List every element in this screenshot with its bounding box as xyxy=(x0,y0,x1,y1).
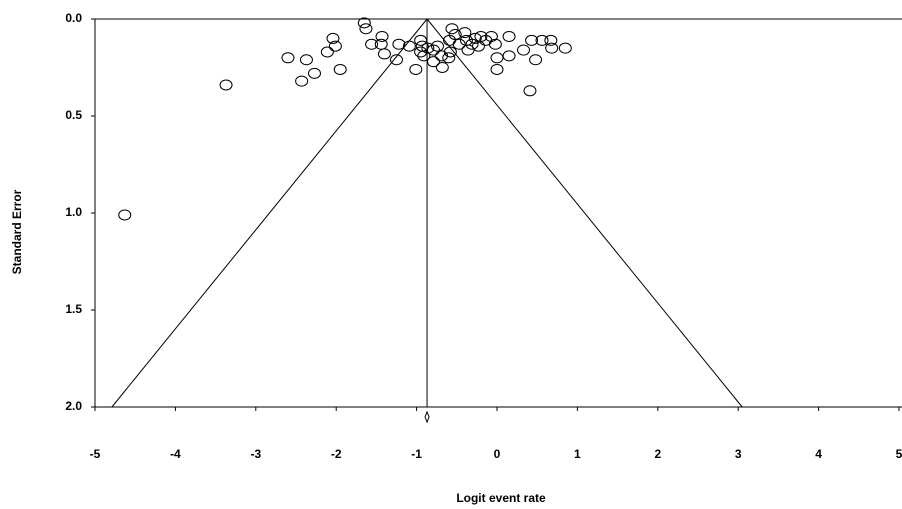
point xyxy=(426,44,440,56)
x-tick-label: 1 xyxy=(574,447,581,461)
x-tick-label: -4 xyxy=(170,447,181,461)
point xyxy=(458,27,472,39)
point xyxy=(392,38,406,50)
point xyxy=(374,38,388,50)
point xyxy=(431,40,445,52)
point xyxy=(390,54,403,66)
x-tick-label: 0 xyxy=(494,447,501,461)
point xyxy=(448,29,462,41)
point xyxy=(365,38,379,50)
point xyxy=(118,209,132,221)
point xyxy=(328,40,342,52)
point xyxy=(488,38,502,50)
x-tick-label: -2 xyxy=(331,447,342,461)
point xyxy=(465,38,479,50)
point xyxy=(474,30,488,42)
point xyxy=(359,23,373,35)
y-tick-label: 2.0 xyxy=(65,399,82,413)
funnel-left xyxy=(111,18,428,408)
point xyxy=(502,30,516,42)
x-tick-label: -5 xyxy=(90,447,101,461)
point xyxy=(333,63,347,75)
point xyxy=(535,34,549,46)
summary-diamond xyxy=(424,410,430,424)
funnel-right xyxy=(426,18,743,408)
x-tick-label: -1 xyxy=(411,447,422,461)
point xyxy=(468,32,482,44)
point xyxy=(219,79,233,91)
point xyxy=(414,34,428,46)
point xyxy=(558,42,572,54)
point xyxy=(490,63,504,75)
point xyxy=(320,46,334,58)
point xyxy=(307,67,321,79)
x-tick-label: -3 xyxy=(250,447,261,461)
point xyxy=(375,30,389,42)
point xyxy=(523,85,537,97)
point xyxy=(426,56,440,68)
point xyxy=(435,62,449,73)
y-tick-label: 0.5 xyxy=(65,108,82,122)
point xyxy=(295,75,309,87)
point xyxy=(326,32,340,44)
point xyxy=(544,34,558,46)
point xyxy=(517,44,531,56)
point xyxy=(377,48,391,60)
y-tick-label: 1.0 xyxy=(65,205,82,219)
x-axis-title: Logit event rate xyxy=(456,491,546,505)
x-tick-label: 2 xyxy=(654,447,661,461)
point xyxy=(525,34,539,46)
point xyxy=(409,63,423,75)
point xyxy=(484,30,498,42)
point xyxy=(445,23,459,35)
y-tick-label: 1.5 xyxy=(65,302,82,316)
point xyxy=(281,52,295,64)
point xyxy=(421,42,435,54)
point xyxy=(357,17,371,29)
point xyxy=(299,54,313,66)
point xyxy=(529,54,543,66)
point xyxy=(452,38,466,50)
point xyxy=(490,52,504,64)
y-axis-title: Standard Error xyxy=(10,189,24,274)
point xyxy=(402,40,416,52)
point xyxy=(435,50,449,62)
point xyxy=(414,46,428,58)
point xyxy=(442,52,456,64)
point xyxy=(545,42,559,54)
x-tick-label: 4 xyxy=(815,447,822,461)
point xyxy=(417,50,431,62)
y-tick-label: 0.0 xyxy=(65,11,82,25)
x-tick-label: 3 xyxy=(735,447,742,461)
x-tick-label: 5 xyxy=(896,447,902,461)
point xyxy=(502,50,516,62)
